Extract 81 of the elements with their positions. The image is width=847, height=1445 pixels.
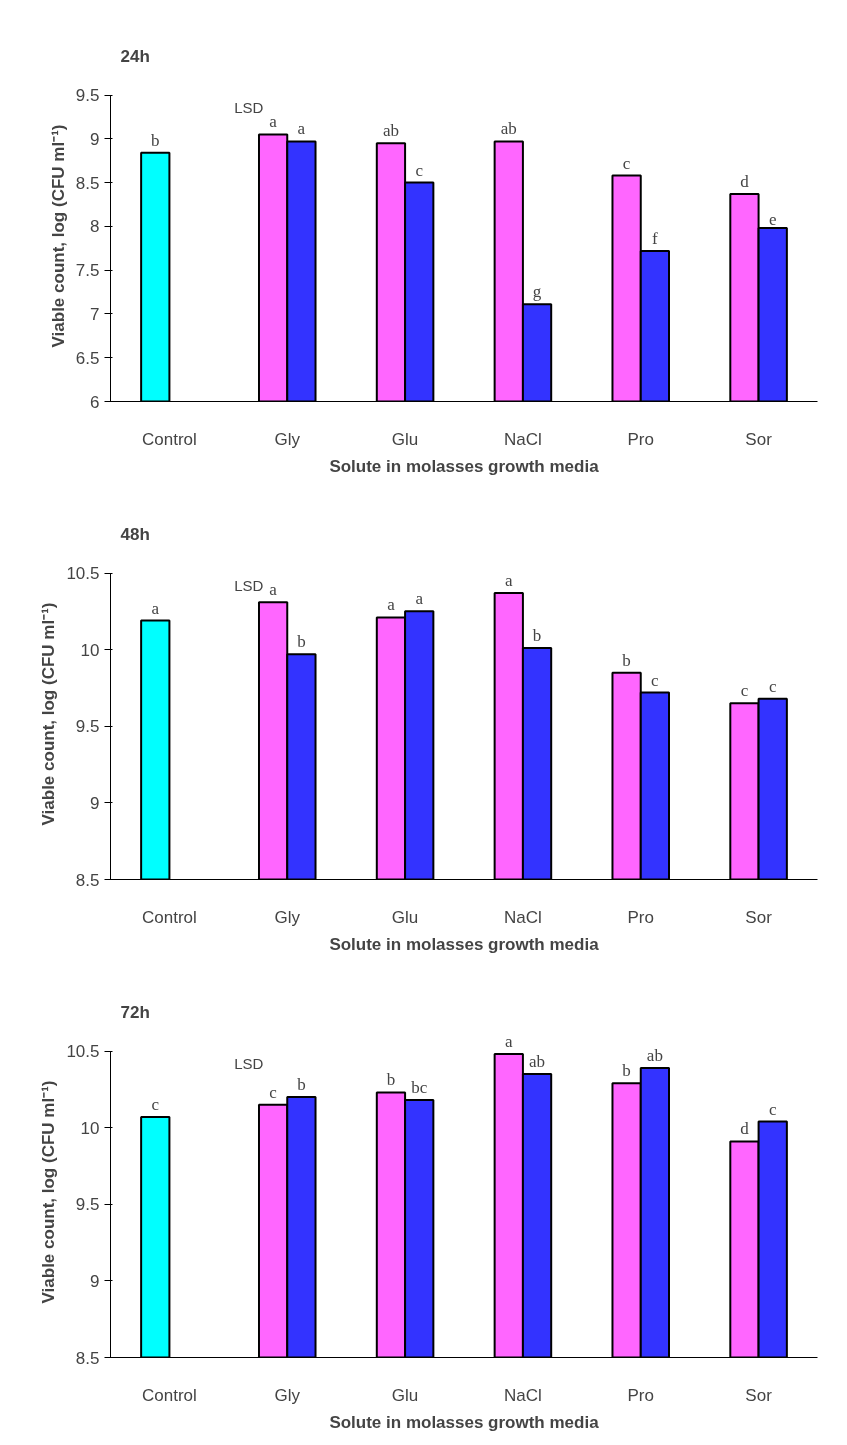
data-label: c xyxy=(415,160,424,180)
data-label: b xyxy=(297,1074,306,1094)
chart-title: 48h xyxy=(120,524,150,544)
x-axis-title: Solute in molasses growth media xyxy=(329,456,600,476)
y-tick-label: 9.5 xyxy=(75,86,100,106)
x-tick-label: Sor xyxy=(745,1385,773,1405)
x-tick-label: Gly xyxy=(274,1385,301,1405)
y-tick-label: 9 xyxy=(90,1271,100,1291)
x-tick-label: Glu xyxy=(391,429,419,449)
x-tick-label: Sor xyxy=(745,429,773,449)
y-tick-label: 9.5 xyxy=(75,1195,100,1215)
data-label: a xyxy=(505,1032,513,1052)
x-tick-label: Control xyxy=(142,1385,197,1405)
y-tick-label: 8 xyxy=(90,217,100,237)
x-tick-label: Gly xyxy=(274,429,301,449)
data-label: a xyxy=(387,595,396,615)
data-label: c xyxy=(740,681,749,701)
data-label: b xyxy=(532,626,542,646)
y-tick-label: 6 xyxy=(90,392,100,412)
data-label: a xyxy=(297,119,306,139)
x-axis-title: Solute in molasses growth media xyxy=(329,934,600,954)
annotation: LSD xyxy=(234,1054,264,1072)
y-tick-label: 10.5 xyxy=(66,564,100,584)
data-label: b xyxy=(297,632,306,652)
y-tick-label: 6.5 xyxy=(75,348,100,368)
data-label: c xyxy=(651,670,660,690)
x-tick-label: Control xyxy=(142,907,197,927)
annotation: LSD xyxy=(234,576,264,594)
chart-title: 72h xyxy=(120,1002,150,1022)
data-label: f xyxy=(652,228,659,248)
x-tick-label: Pro xyxy=(627,1385,654,1405)
y-tick-label: 8.5 xyxy=(75,1348,100,1368)
data-label: a xyxy=(269,112,278,132)
data-label: e xyxy=(768,210,777,230)
x-tick-label: NaCl xyxy=(504,907,542,927)
y-tick-label: 9 xyxy=(90,793,100,813)
data-label: bc xyxy=(411,1078,428,1098)
data-label: a xyxy=(505,570,513,590)
data-label: a xyxy=(415,589,424,609)
data-label: g xyxy=(532,282,542,302)
x-tick-label: Control xyxy=(142,429,197,449)
data-label: c xyxy=(622,153,631,173)
y-tick-label: 9.5 xyxy=(75,717,100,737)
data-label: b xyxy=(622,650,631,670)
data-label: c xyxy=(768,1099,777,1119)
y-tick-label: 7.5 xyxy=(75,261,100,281)
y-tick-label: 10.5 xyxy=(66,1042,100,1062)
x-tick-label: NaCl xyxy=(504,1385,542,1405)
data-label: b xyxy=(622,1061,631,1081)
x-axis-title: Solute in molasses growth media xyxy=(329,1412,600,1432)
y-tick-label: 8.5 xyxy=(75,173,100,193)
y-tick-label: 9 xyxy=(90,129,100,149)
data-label: a xyxy=(151,598,160,618)
data-label: c xyxy=(269,1082,278,1102)
data-label: c xyxy=(768,676,777,696)
data-label: b xyxy=(386,1070,396,1090)
x-tick-label: Glu xyxy=(391,907,419,927)
y-tick-label: 10 xyxy=(80,1118,100,1138)
data-label: ab xyxy=(382,121,399,141)
x-tick-label: Sor xyxy=(745,907,773,927)
y-axis-title: Viable count, log (CFU ml⁻¹) xyxy=(39,602,59,826)
y-tick-label: 7 xyxy=(90,304,100,324)
data-label: c xyxy=(151,1094,160,1114)
annotation: LSD xyxy=(234,98,264,116)
x-tick-label: NaCl xyxy=(504,429,542,449)
chart-title: 24h xyxy=(120,46,150,66)
x-tick-label: Gly xyxy=(274,907,301,927)
data-label: ab xyxy=(500,119,517,139)
y-tick-label: 8.5 xyxy=(75,870,100,890)
x-tick-label: Pro xyxy=(627,907,654,927)
data-label: ab xyxy=(646,1045,663,1065)
data-label: a xyxy=(269,580,278,600)
data-label: d xyxy=(740,171,750,191)
data-label: d xyxy=(740,1119,750,1139)
data-label: ab xyxy=(529,1052,546,1071)
y-axis-title: Viable count, log (CFU ml⁻¹) xyxy=(39,1080,59,1304)
y-axis-title: Viable count, log (CFU ml⁻¹) xyxy=(48,124,68,348)
x-tick-label: Glu xyxy=(391,1385,419,1405)
x-tick-label: Pro xyxy=(627,429,654,449)
y-tick-label: 10 xyxy=(80,640,100,660)
data-label: b xyxy=(151,130,160,150)
